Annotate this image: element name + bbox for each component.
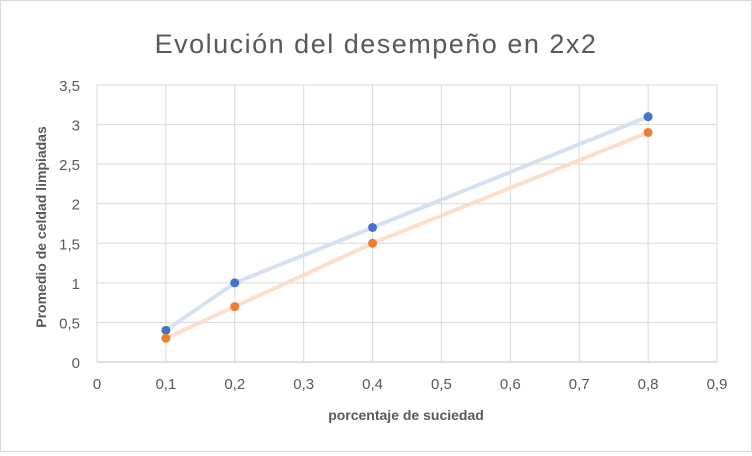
serie-azul-point: [161, 325, 171, 335]
serie-azul-point: [368, 222, 378, 232]
serie-naranja-point: [230, 302, 240, 312]
x-tick-label: 0,8: [638, 376, 659, 393]
axes: 0 0,5 1 1,5 2 2,5 3 3,5 0 0,1 0,2 0,3 0,4 0,5 0,6 0,7 0,…: [59, 78, 727, 393]
chart-title: Evolución del desempeño en 2x2: [155, 29, 598, 59]
y-axis-title: Promedio de celdad limpiadas: [33, 126, 49, 328]
y-tick-label: 2: [72, 197, 80, 214]
serie-azul-point: [230, 278, 240, 288]
gridlines: [96, 84, 718, 362]
y-tick-label: 3,5: [59, 78, 80, 95]
y-tick-label: 1: [72, 276, 80, 293]
x-tick-label: 0,1: [155, 376, 176, 393]
y-tick-label: 1,5: [59, 236, 80, 253]
x-tick-label: 0,7: [569, 376, 590, 393]
x-tick-label: 0,5: [431, 376, 452, 393]
serie-naranja-point: [643, 127, 653, 137]
y-tick-label: 3: [72, 118, 80, 135]
x-tick-label: 0,2: [224, 376, 245, 393]
serie-naranja-line: [163, 130, 651, 341]
serie-naranja-point: [368, 238, 378, 248]
y-tick-label: 2,5: [59, 157, 80, 174]
series-layer: [161, 112, 653, 343]
serie-naranja-point: [161, 333, 171, 343]
x-tick-label: 0,3: [293, 376, 314, 393]
serie-azul-point: [643, 112, 653, 122]
x-tick-label: 0: [93, 376, 101, 393]
x-tick-label: 0,6: [500, 376, 521, 393]
y-tick-label: 0: [72, 355, 80, 372]
x-axis-title: porcentaje de suciedad: [328, 407, 484, 423]
x-tick-label: 0,9: [707, 376, 728, 393]
x-tick-label: 0,4: [362, 376, 383, 393]
y-tick-label: 0,5: [59, 315, 80, 332]
serie-azul-line: [163, 114, 651, 333]
